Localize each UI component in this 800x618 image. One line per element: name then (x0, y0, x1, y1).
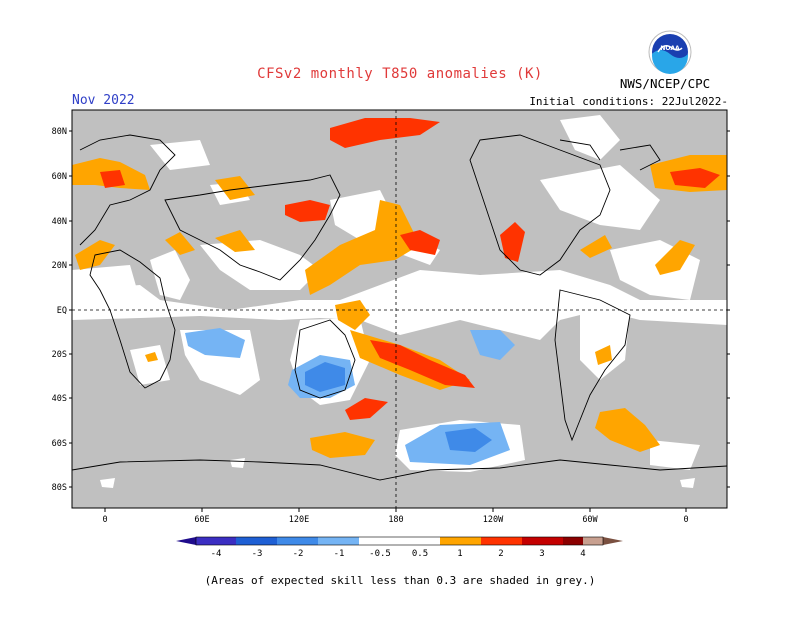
chart-title: CFSv2 monthly T850 anomalies (K) (257, 66, 543, 82)
colorbar-bin (359, 537, 400, 545)
lat-label: 60N (52, 172, 67, 182)
colorbar-label: -2 (293, 549, 304, 559)
colorbar-label: 2 (498, 549, 503, 559)
colorbar-bin (522, 537, 563, 545)
lon-label: 0 (102, 515, 107, 525)
colorbar-bin (277, 537, 318, 545)
lon-label: 60W (582, 515, 598, 525)
colorbar-label: 4 (580, 549, 585, 559)
longitude-axis: 0 60E 120E 180 120W 60W 0 (102, 508, 689, 525)
colorbar-right-arrow (603, 537, 623, 545)
colorbar-bin (563, 537, 583, 545)
colorbar-label: 3 (539, 549, 544, 559)
coastlines (72, 134, 727, 481)
colorbar-left-arrow (176, 537, 196, 545)
colorbar-bin (318, 537, 359, 545)
skill-footnote: (Areas of expected skill less than 0.3 a… (204, 574, 596, 587)
map-panel (72, 110, 727, 508)
colorbar-label: -4 (211, 549, 222, 559)
colorbar-label: -0.5 (369, 549, 391, 559)
noaa-logo-icon: NOAA (648, 30, 692, 74)
lat-label: 40N (52, 217, 67, 227)
colorbar-bin (400, 537, 440, 545)
map-frame (71, 109, 728, 509)
lat-label: 80N (52, 127, 67, 137)
lon-label: 60E (194, 515, 209, 525)
colorbar-label: 0.5 (412, 549, 428, 559)
lat-label: 20N (52, 261, 67, 271)
lon-label: 0 (683, 515, 688, 525)
lat-label: 40S (52, 394, 67, 404)
colorbar-bin (196, 537, 236, 545)
lat-label: 60S (52, 439, 67, 449)
anomaly-medium-blue-regions (305, 362, 492, 452)
lat-label: 20S (52, 350, 67, 360)
lat-label: EQ (57, 306, 67, 316)
colorbar-bin (236, 537, 277, 545)
lon-label: 120W (483, 515, 504, 525)
colorbar-bin (440, 537, 481, 545)
logo-text: NOAA (660, 45, 680, 52)
colorbar: -4 -3 -2 -1 -0.5 0.5 1 2 3 4 (176, 536, 623, 559)
lon-label: 180 (388, 515, 403, 525)
latitude-axis: 80N 60N 40N 20N EQ 20S 40S 60S 80S (52, 127, 730, 493)
lat-label: 80S (52, 483, 67, 493)
colorbar-label: -3 (252, 549, 263, 559)
agency-label: NWS/NCEP/CPC (619, 76, 711, 91)
forecast-month-label: Nov 2022 (72, 93, 135, 108)
colorbar-bin (481, 537, 522, 545)
colorbar-label: -1 (334, 549, 345, 559)
colorbar-bin (583, 537, 603, 545)
lon-label: 120E (289, 515, 309, 525)
colorbar-label: 1 (457, 549, 462, 559)
